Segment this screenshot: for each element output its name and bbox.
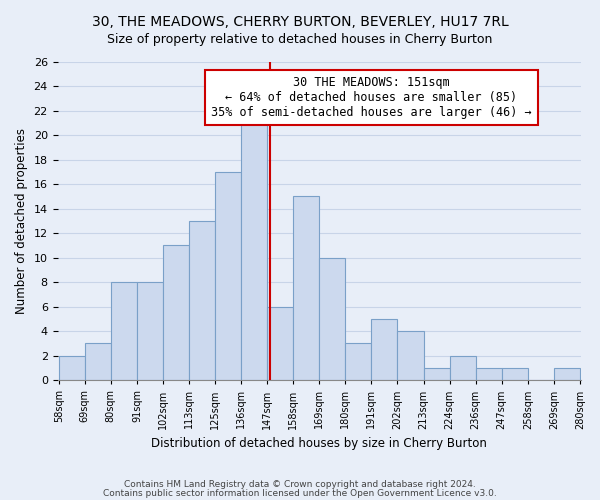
Text: 30 THE MEADOWS: 151sqm
← 64% of detached houses are smaller (85)
35% of semi-det: 30 THE MEADOWS: 151sqm ← 64% of detached… <box>211 76 532 119</box>
Bar <box>346 344 371 380</box>
Bar <box>267 306 293 380</box>
Bar <box>137 282 163 380</box>
Bar <box>449 356 476 380</box>
Bar <box>502 368 528 380</box>
Bar <box>163 246 189 380</box>
Bar <box>371 319 397 380</box>
Bar <box>111 282 137 380</box>
Text: Contains public sector information licensed under the Open Government Licence v3: Contains public sector information licen… <box>103 488 497 498</box>
Bar <box>189 221 215 380</box>
Bar <box>424 368 449 380</box>
Bar <box>476 368 502 380</box>
Bar <box>59 356 85 380</box>
Bar <box>215 172 241 380</box>
Bar <box>241 123 267 380</box>
Text: Size of property relative to detached houses in Cherry Burton: Size of property relative to detached ho… <box>107 34 493 46</box>
X-axis label: Distribution of detached houses by size in Cherry Burton: Distribution of detached houses by size … <box>151 437 487 450</box>
Bar <box>293 196 319 380</box>
Bar <box>397 331 424 380</box>
Text: Contains HM Land Registry data © Crown copyright and database right 2024.: Contains HM Land Registry data © Crown c… <box>124 480 476 489</box>
Bar <box>554 368 580 380</box>
Y-axis label: Number of detached properties: Number of detached properties <box>15 128 28 314</box>
Bar <box>319 258 346 380</box>
Text: 30, THE MEADOWS, CHERRY BURTON, BEVERLEY, HU17 7RL: 30, THE MEADOWS, CHERRY BURTON, BEVERLEY… <box>92 15 508 29</box>
Bar <box>85 344 111 380</box>
